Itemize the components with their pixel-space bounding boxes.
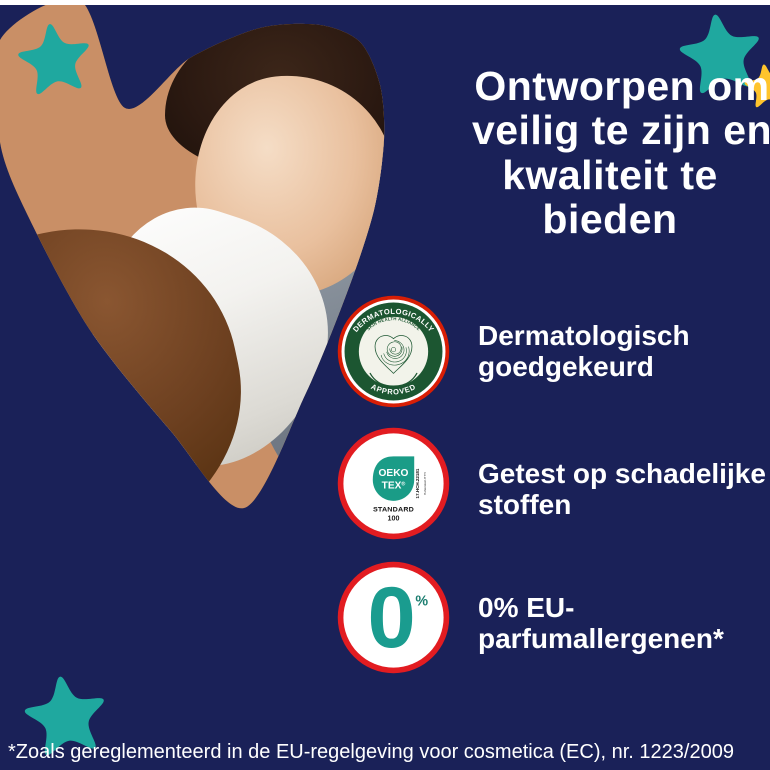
svg-text:17.HCH.22181: 17.HCH.22181 [415,468,420,498]
svg-text:100: 100 [388,514,400,522]
svg-text:%: % [415,593,428,609]
svg-text:STANDARD: STANDARD [373,506,414,514]
svg-text:OEKO: OEKO [379,468,409,479]
svg-text:Hohenstein HTTI: Hohenstein HTTI [423,472,427,495]
svg-text:0: 0 [368,570,416,666]
